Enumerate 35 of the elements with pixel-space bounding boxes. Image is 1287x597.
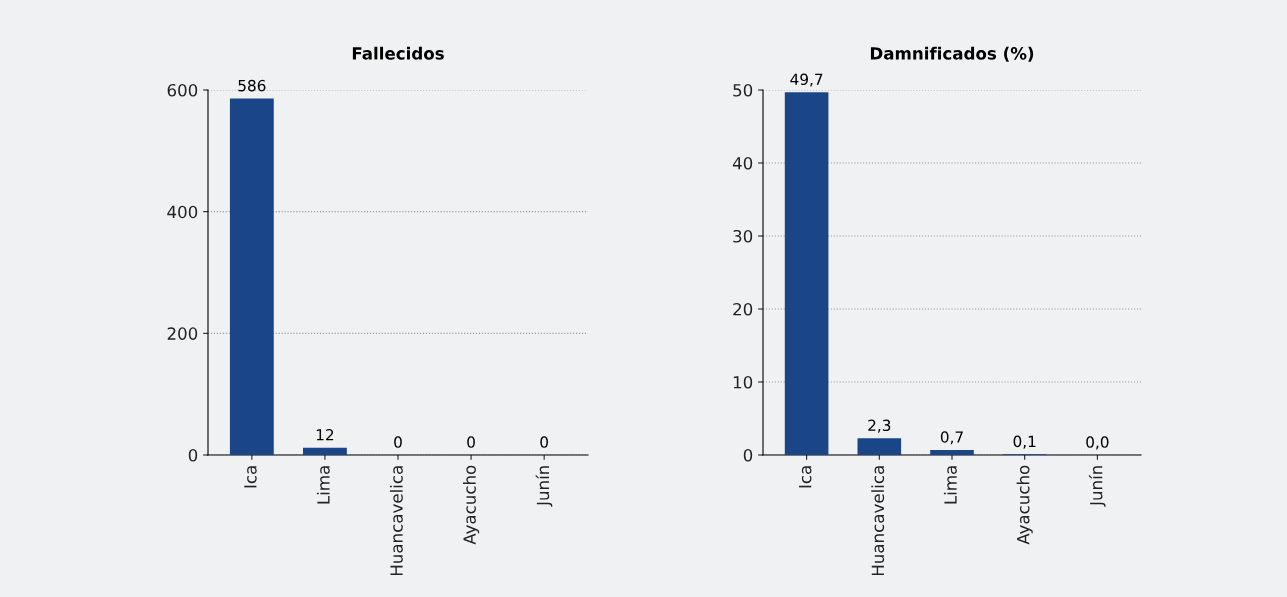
x-tick-label: Lima: [316, 466, 330, 504]
bar: [857, 438, 902, 455]
data-label: 0: [394, 436, 402, 448]
chart-title: Damnificados (%): [870, 46, 1034, 62]
x-tick-label: Junín: [535, 466, 553, 507]
y-tick-label: 600: [167, 83, 198, 97]
y-tick-label: 20: [733, 302, 753, 316]
x-tick-label: Ayacucho: [463, 465, 480, 545]
data-label: 12: [316, 429, 334, 441]
x-tick-label: Ica: [799, 466, 812, 488]
data-label: 0: [540, 436, 548, 448]
y-tick-label: 40: [732, 156, 753, 170]
y-tick-label: 0: [743, 448, 753, 462]
x-tick-label: Ayacucho: [1016, 465, 1033, 545]
y-tick-label: 200: [167, 327, 198, 340]
data-label: 49,7: [790, 73, 823, 87]
y-tick-label: 10: [733, 375, 753, 389]
x-tick-label: Lima: [943, 466, 957, 504]
data-label: 0: [467, 436, 475, 448]
x-tick-label: Ica: [244, 466, 257, 488]
data-label: 0,0: [1086, 436, 1109, 450]
data-label: 0,7: [940, 431, 963, 445]
data-label: 586: [238, 79, 266, 92]
data-label: 0,1: [1013, 435, 1036, 449]
y-tick-label: 400: [167, 205, 198, 219]
x-tick-label: Junín: [1088, 466, 1106, 507]
bar: [784, 92, 829, 455]
chart-title: Fallecidos: [352, 46, 444, 60]
y-tick-label: 0: [188, 448, 198, 462]
y-tick-label: 30: [733, 229, 753, 243]
x-tick-label: Huancavelica: [871, 466, 885, 576]
x-tick-label: Huancavelica: [389, 466, 403, 576]
y-tick-label: 50: [733, 83, 753, 97]
data-label: 2,3: [868, 419, 891, 433]
bar: [930, 449, 974, 455]
